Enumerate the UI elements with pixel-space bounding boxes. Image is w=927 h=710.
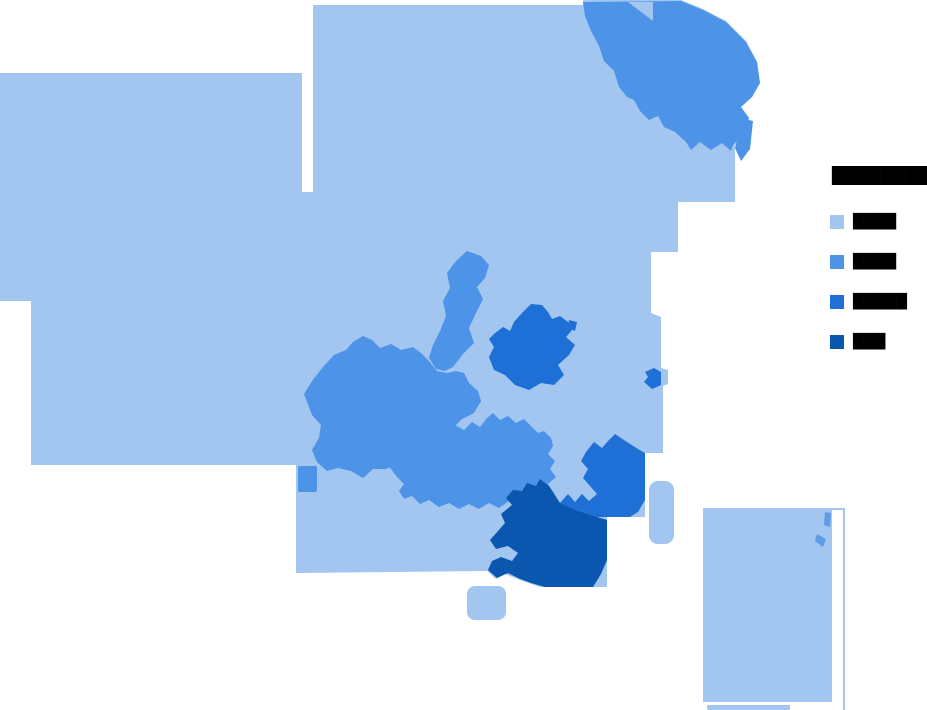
legend-item-level-4[interactable]: ███ <box>830 334 885 350</box>
inset-border-top <box>832 508 845 510</box>
inset-islet-1[interactable] <box>824 512 831 527</box>
province-west-central-annex[interactable] <box>298 466 317 492</box>
province-northeast-notch <box>628 2 653 21</box>
province-southeast[interactable] <box>560 434 645 517</box>
province-central-dark-islet[interactable] <box>568 320 577 331</box>
inset-border-vertical <box>843 508 845 710</box>
legend-swatch-level-1[interactable] <box>830 215 844 229</box>
legend-item-level-3[interactable]: █████ <box>830 294 907 310</box>
mainland[interactable] <box>0 0 760 587</box>
inset-panel[interactable] <box>703 508 832 702</box>
legend-swatch-level-3[interactable] <box>830 295 844 309</box>
island-east[interactable] <box>649 481 674 544</box>
island-south[interactable] <box>467 586 506 620</box>
legend-item-level-2[interactable]: ████ <box>830 254 896 270</box>
province-northeast-tail[interactable] <box>735 117 753 161</box>
province-south-dark[interactable] <box>488 479 607 587</box>
province-south-central[interactable] <box>388 413 556 509</box>
province-central-dark[interactable] <box>489 304 575 390</box>
city-east-coast-dot[interactable] <box>644 368 661 389</box>
inset-panel-bottom-strip <box>707 705 790 710</box>
legend-title: ██████████ <box>832 166 927 185</box>
province-central-arm[interactable] <box>429 251 489 371</box>
legend-swatch-level-2[interactable] <box>830 255 844 269</box>
legend-label-level-1[interactable]: ████ <box>853 213 897 230</box>
legend-label-level-3[interactable]: █████ <box>853 293 907 310</box>
legend-item-level-1[interactable]: ████ <box>830 214 896 230</box>
inset-islet-2[interactable] <box>815 534 826 547</box>
legend-label-level-2[interactable]: ████ <box>853 253 897 270</box>
legend-swatch-level-4[interactable] <box>830 335 844 349</box>
province-northeast[interactable] <box>583 1 760 151</box>
legend-label-level-4[interactable]: ███ <box>853 333 886 350</box>
